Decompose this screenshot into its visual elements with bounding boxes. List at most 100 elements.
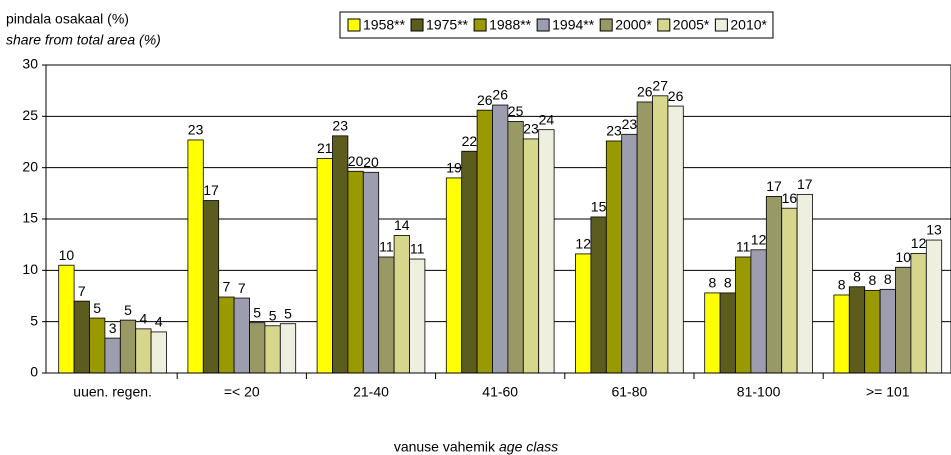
- value-label: 23: [523, 121, 539, 137]
- value-label: 24: [539, 111, 555, 127]
- value-label: 23: [622, 116, 638, 132]
- y-tick-label: 0: [30, 364, 38, 380]
- bar: [264, 325, 281, 374]
- x-tick-label: 61-80: [611, 384, 647, 400]
- value-label: 22: [462, 133, 478, 149]
- bar: [925, 239, 943, 374]
- legend-swatch: [473, 18, 487, 32]
- legend-label: 2000*: [615, 17, 652, 33]
- bar: [89, 317, 106, 374]
- value-label: 17: [766, 178, 782, 194]
- bar: [895, 266, 912, 374]
- legend-label: 1958**: [363, 17, 406, 33]
- value-label: 7: [223, 279, 231, 295]
- value-label: 8: [724, 275, 732, 291]
- bar: [796, 193, 813, 374]
- bar: [409, 258, 426, 374]
- plot-frame: [45, 64, 951, 374]
- x-axis-title-en: age class: [499, 439, 558, 455]
- legend-label: 2005*: [673, 17, 710, 33]
- value-label: 23: [332, 118, 348, 134]
- bar: [522, 138, 540, 374]
- legend-swatch: [536, 18, 550, 32]
- bar: [833, 294, 850, 374]
- bar: [135, 328, 152, 374]
- bar: [781, 207, 798, 374]
- bar: [476, 109, 493, 374]
- value-label: 20: [348, 153, 364, 169]
- bar: [704, 292, 721, 374]
- value-label: 8: [853, 268, 861, 284]
- bar: [347, 170, 364, 374]
- value-label: 17: [797, 176, 813, 192]
- bar: [750, 249, 767, 374]
- value-label: 5: [284, 305, 292, 321]
- value-label: 5: [124, 302, 132, 318]
- y-tick-label: 20: [22, 158, 38, 174]
- x-tick-label: =< 20: [224, 384, 260, 400]
- value-label: 11: [736, 239, 751, 255]
- bar: [202, 200, 220, 374]
- legend-swatch: [410, 18, 424, 32]
- bar: [879, 288, 896, 374]
- bar: [667, 105, 684, 374]
- value-label: 25: [508, 103, 524, 119]
- value-label: 4: [155, 314, 163, 330]
- value-label: 27: [652, 78, 668, 94]
- bar: [507, 121, 524, 374]
- y-tick-label: 25: [22, 107, 38, 123]
- value-label: 8: [869, 272, 877, 288]
- bar: [864, 289, 881, 374]
- value-label: 26: [668, 88, 684, 104]
- bar: [378, 256, 395, 374]
- bar: [492, 104, 509, 374]
- y-tick-label: 10: [22, 261, 38, 277]
- value-label: 12: [751, 232, 767, 248]
- bar: [910, 252, 927, 374]
- legend-label: 2010*: [730, 17, 767, 33]
- x-axis-title: vanuse vahemik: [394, 439, 496, 455]
- bar: [538, 129, 555, 374]
- y-axis-title-en: share from total area (%): [6, 32, 161, 48]
- value-label: 17: [203, 182, 219, 198]
- x-tick-label: 41-60: [482, 384, 518, 400]
- value-label: 23: [606, 123, 622, 139]
- bar: [362, 171, 380, 374]
- value-label: 20: [363, 154, 379, 170]
- value-label: 10: [59, 247, 75, 263]
- bar: [735, 256, 752, 374]
- legend-label: 1988**: [489, 17, 532, 33]
- bar: [605, 140, 623, 374]
- bar: [848, 286, 866, 374]
- legend-swatch: [347, 18, 361, 32]
- legend-swatch: [657, 18, 671, 32]
- value-label: 8: [709, 275, 717, 291]
- value-label: 16: [782, 190, 798, 206]
- bar: [58, 264, 75, 374]
- value-label: 8: [838, 277, 846, 293]
- y-tick-label: 5: [30, 312, 38, 328]
- value-label: 14: [394, 217, 410, 233]
- x-tick-label: >= 101: [866, 384, 910, 400]
- bar: [765, 196, 783, 374]
- value-label: 7: [78, 283, 86, 299]
- value-label: 19: [446, 160, 462, 176]
- value-label: 8: [884, 271, 892, 287]
- y-axis-title: pindala osakaal (%): [6, 11, 129, 27]
- x-tick-label: uuen. regen.: [73, 384, 152, 400]
- bar: [393, 235, 410, 374]
- bar: [233, 297, 250, 374]
- value-label: 12: [575, 236, 591, 252]
- x-tick-label: 81-100: [737, 384, 781, 400]
- value-label: 23: [188, 122, 204, 138]
- bar: [590, 216, 607, 374]
- bar: [119, 319, 137, 374]
- bar: [636, 101, 653, 374]
- value-label: 15: [591, 199, 607, 215]
- value-label: 12: [911, 235, 927, 251]
- value-label: 11: [379, 239, 394, 255]
- bar: [316, 158, 333, 374]
- bar: [461, 150, 478, 374]
- value-label: 26: [477, 92, 493, 108]
